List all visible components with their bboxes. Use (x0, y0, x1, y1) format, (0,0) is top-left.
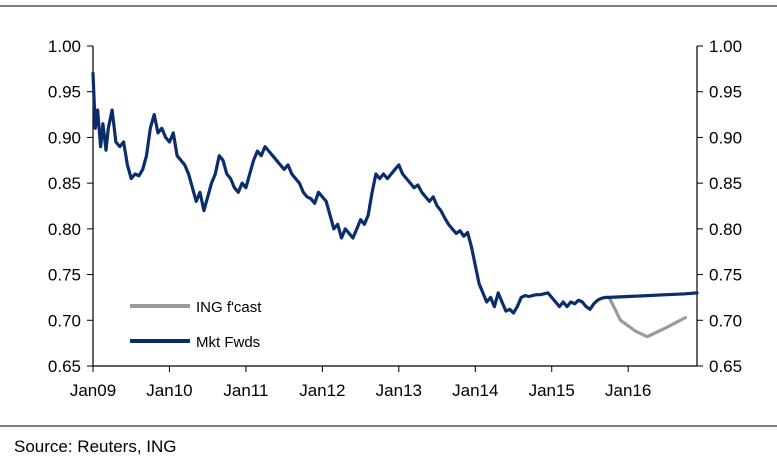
x-tick-label: Jan12 (299, 381, 345, 400)
x-tick-label: Jan15 (529, 381, 575, 400)
y-tick-label-right: 0.85 (709, 174, 742, 193)
legend-label: ING f'cast (196, 299, 262, 316)
legend-label: Mkt Fwds (196, 334, 260, 351)
y-tick-label-right: 0.75 (709, 266, 742, 285)
series-layer (91, 71, 699, 339)
y-tick-label-left: 0.80 (48, 220, 81, 239)
y-tick-label-right: 0.80 (709, 220, 742, 239)
series-line-mkt-fwds (91, 71, 699, 315)
source-note: Source: Reuters, ING (14, 437, 177, 456)
y-tick-label-left: 0.75 (48, 266, 81, 285)
x-tick-label: Jan13 (376, 381, 422, 400)
x-tick-label: Jan14 (452, 381, 498, 400)
y-tick-label-right: 0.90 (709, 128, 742, 147)
x-tick-label: Jan16 (605, 381, 651, 400)
y-tick-label-right: 0.95 (709, 83, 742, 102)
y-tick-label-left: 1.00 (48, 37, 81, 56)
y-tick-label-left: 0.85 (48, 174, 81, 193)
series-line-ing-forecast (607, 295, 688, 339)
x-tick-label: Jan09 (70, 381, 116, 400)
y-tick-label-left: 0.95 (48, 83, 81, 102)
y-tick-label-right: 1.00 (709, 37, 742, 56)
axes-group: 1.00 1.00 0.95 0.95 0.90 0.90 0.85 0.85 0.80 0.80… (48, 37, 742, 400)
y-tick-label-right: 0.70 (709, 311, 742, 330)
y-tick-label-left: 0.65 (48, 357, 81, 376)
y-tick-label-right: 0.65 (709, 357, 742, 376)
x-tick-label: Jan10 (146, 381, 192, 400)
x-tick-label: Jan11 (223, 381, 268, 400)
y-tick-label-left: 0.70 (48, 311, 81, 330)
y-tick-label-left: 0.90 (48, 128, 81, 147)
legend: ING f'cast Mkt Fwds (130, 299, 262, 351)
